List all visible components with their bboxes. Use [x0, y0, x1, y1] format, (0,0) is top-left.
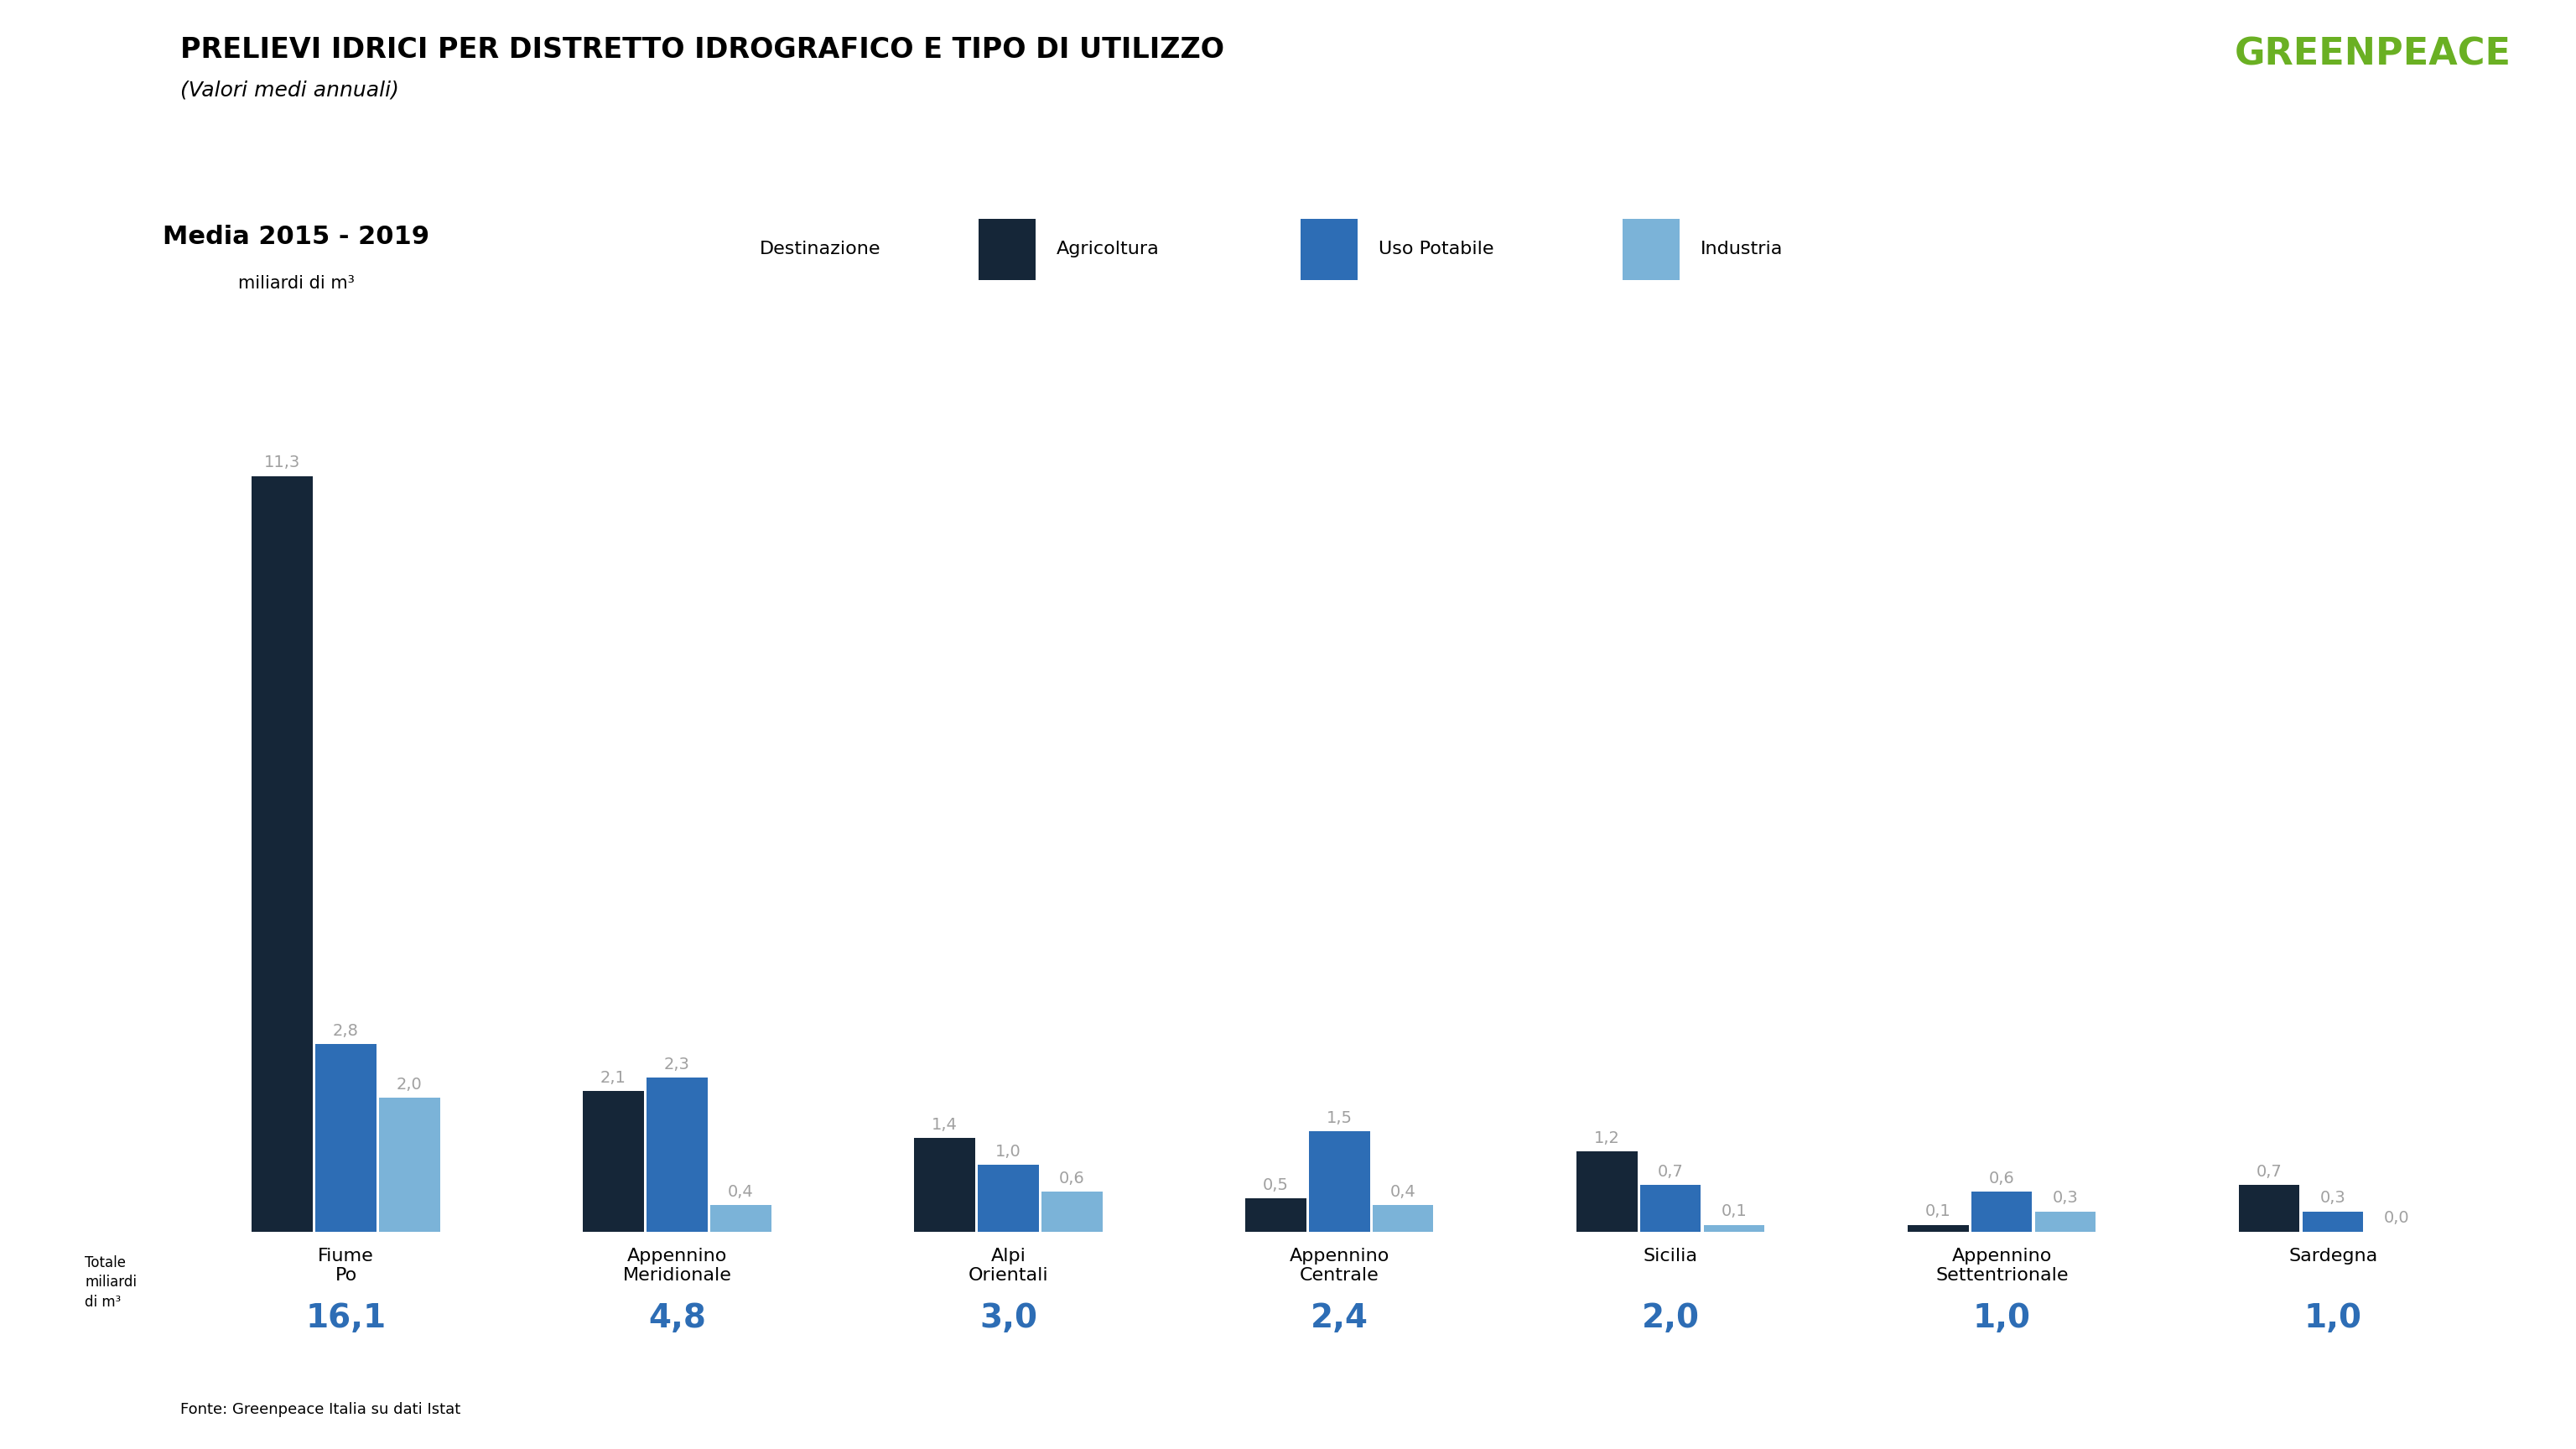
Text: Destinazione: Destinazione	[760, 241, 881, 258]
Text: 0,1: 0,1	[1924, 1204, 1950, 1220]
Bar	[379, 1098, 440, 1232]
Text: GREENPEACE: GREENPEACE	[2236, 36, 2512, 72]
Text: Agricoltura: Agricoltura	[1056, 241, 1159, 258]
Text: Media 2015 - 2019: Media 2015 - 2019	[162, 225, 430, 249]
Text: 2,8: 2,8	[332, 1023, 358, 1039]
Text: 2,1: 2,1	[600, 1069, 626, 1085]
Text: 1,0: 1,0	[2303, 1303, 2362, 1335]
Text: 1,0: 1,0	[1973, 1303, 2030, 1335]
Text: 4,8: 4,8	[649, 1303, 706, 1335]
Bar	[711, 1206, 770, 1232]
Text: 1,2: 1,2	[1595, 1130, 1620, 1146]
Text: 0,4: 0,4	[729, 1184, 755, 1200]
Bar	[1971, 1191, 2032, 1232]
Text: 0,6: 0,6	[1059, 1171, 1084, 1187]
Text: 1,0: 1,0	[994, 1143, 1020, 1159]
Text: 0,3: 0,3	[2321, 1190, 2347, 1206]
Text: Fonte: Greenpeace Italia su dati Istat: Fonte: Greenpeace Italia su dati Istat	[180, 1403, 461, 1417]
Text: (Valori medi annuali): (Valori medi annuali)	[180, 80, 399, 100]
Text: Uso Potabile: Uso Potabile	[1378, 241, 1494, 258]
Text: Industria: Industria	[1700, 241, 1783, 258]
Bar	[1373, 1206, 1432, 1232]
Text: 0,5: 0,5	[1262, 1177, 1288, 1193]
Bar	[1041, 1191, 1103, 1232]
Bar	[1641, 1185, 1700, 1232]
Text: 0,6: 0,6	[1989, 1171, 2014, 1187]
Bar	[2035, 1211, 2097, 1232]
Text: miliardi di m³: miliardi di m³	[237, 275, 355, 293]
Text: 0,4: 0,4	[1391, 1184, 1417, 1200]
Bar	[582, 1091, 644, 1232]
Text: 0,7: 0,7	[1659, 1164, 1685, 1179]
Text: 2,3: 2,3	[665, 1056, 690, 1072]
Bar	[647, 1078, 708, 1232]
Text: 11,3: 11,3	[265, 455, 301, 471]
Bar	[1705, 1224, 1765, 1232]
Text: 16,1: 16,1	[307, 1303, 386, 1335]
Text: 3,0: 3,0	[979, 1303, 1038, 1335]
Bar	[252, 475, 312, 1232]
Text: 1,4: 1,4	[933, 1117, 958, 1133]
Bar	[979, 1165, 1038, 1232]
Bar	[914, 1137, 974, 1232]
Bar	[1247, 1198, 1306, 1232]
Bar	[1309, 1132, 1370, 1232]
Text: PRELIEVI IDRICI PER DISTRETTO IDROGRAFICO E TIPO DI UTILIZZO: PRELIEVI IDRICI PER DISTRETTO IDROGRAFIC…	[180, 36, 1224, 64]
Text: 0,0: 0,0	[2383, 1210, 2409, 1226]
Bar	[2239, 1185, 2300, 1232]
Text: 0,7: 0,7	[2257, 1164, 2282, 1179]
Text: 2,0: 2,0	[397, 1077, 422, 1093]
Text: 2,4: 2,4	[1311, 1303, 1368, 1335]
Bar	[317, 1045, 376, 1232]
Bar	[1909, 1224, 1968, 1232]
Text: Totale
miliardi
di m³: Totale miliardi di m³	[85, 1255, 137, 1310]
Text: 2,0: 2,0	[1641, 1303, 1700, 1335]
Bar	[2303, 1211, 2362, 1232]
Bar	[1577, 1152, 1638, 1232]
Text: 0,1: 0,1	[1721, 1204, 1747, 1220]
Text: 0,3: 0,3	[2053, 1190, 2079, 1206]
Text: 1,5: 1,5	[1327, 1110, 1352, 1126]
